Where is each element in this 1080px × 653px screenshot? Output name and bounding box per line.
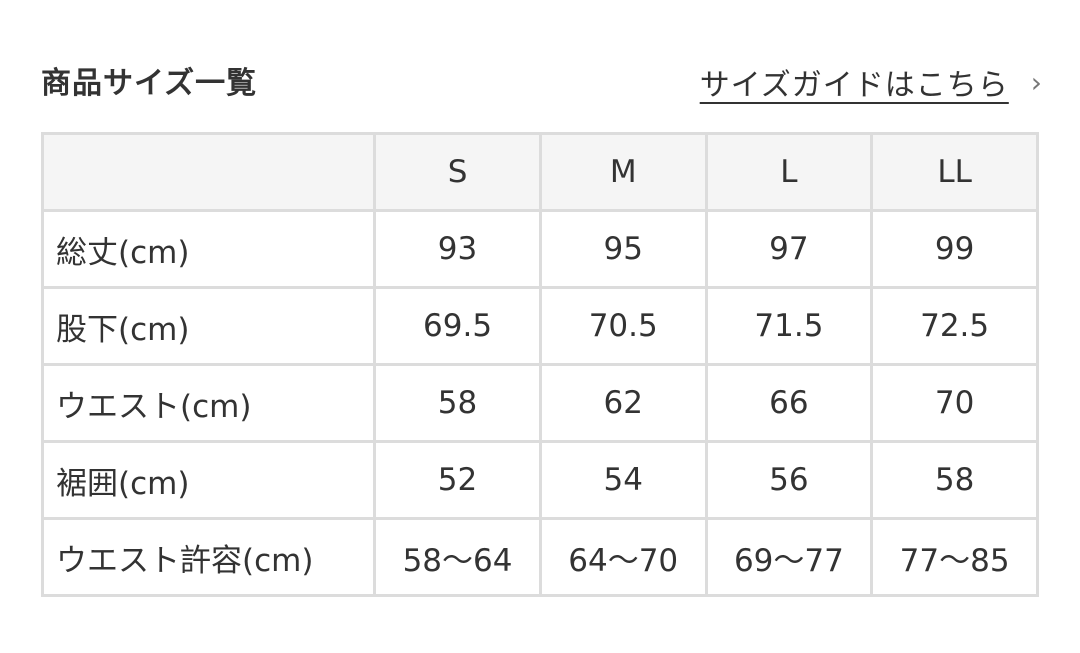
table-cell: 93 [373, 209, 542, 289]
table-cell: 52 [373, 440, 542, 520]
table-cell: 77〜85 [870, 517, 1039, 597]
table-cell: 58 [870, 440, 1039, 520]
row-label: ウエスト許容(cm) [40, 517, 377, 597]
table-row: ウエスト(cm) 58 62 66 70 [40, 363, 1039, 443]
size-table: S M L LL 総丈(cm) 93 95 97 99 股下(cm) 69.5 70.5 71.… [40, 132, 1039, 597]
table-cell: 97 [704, 209, 874, 289]
header-empty [40, 132, 377, 212]
header-size-m: M [538, 132, 708, 212]
table-row: 総丈(cm) 93 95 97 99 [40, 209, 1039, 289]
row-label: ウエスト(cm) [40, 363, 377, 443]
row-label: 総丈(cm) [40, 209, 377, 289]
table-cell: 70.5 [538, 286, 708, 366]
table-cell: 54 [538, 440, 708, 520]
table-cell: 62 [538, 363, 708, 443]
header-size-l: L [704, 132, 874, 212]
table-header-row: S M L LL [40, 132, 1039, 212]
table-cell: 71.5 [704, 286, 874, 366]
table-cell: 72.5 [870, 286, 1039, 366]
table-row: 裾囲(cm) 52 54 56 58 [40, 440, 1039, 520]
table-cell: 64〜70 [538, 517, 708, 597]
table-cell: 99 [870, 209, 1039, 289]
table-cell: 69〜77 [704, 517, 874, 597]
row-label: 裾囲(cm) [40, 440, 377, 520]
size-guide-link-text[interactable]: サイズガイドはこちら [699, 68, 1009, 103]
table-cell: 69.5 [373, 286, 542, 366]
table-cell: 58 [373, 363, 542, 443]
table-cell: 66 [704, 363, 874, 443]
chevron-right-icon: › [1030, 65, 1042, 99]
table-row: 股下(cm) 69.5 70.5 71.5 72.5 [40, 286, 1039, 366]
table-cell: 56 [704, 440, 874, 520]
table-cell: 70 [870, 363, 1039, 443]
header-size-s: S [373, 132, 542, 212]
table-cell: 58〜64 [373, 517, 542, 597]
size-guide-link[interactable]: サイズガイドはこちら › [700, 60, 1042, 104]
header-size-ll: LL [870, 132, 1039, 212]
page-title: 商品サイズ一覧 [41, 66, 258, 101]
row-label: 股下(cm) [40, 286, 377, 366]
table-cell: 95 [538, 209, 708, 289]
table-row: ウエスト許容(cm) 58〜64 64〜70 69〜77 77〜85 [40, 517, 1039, 597]
